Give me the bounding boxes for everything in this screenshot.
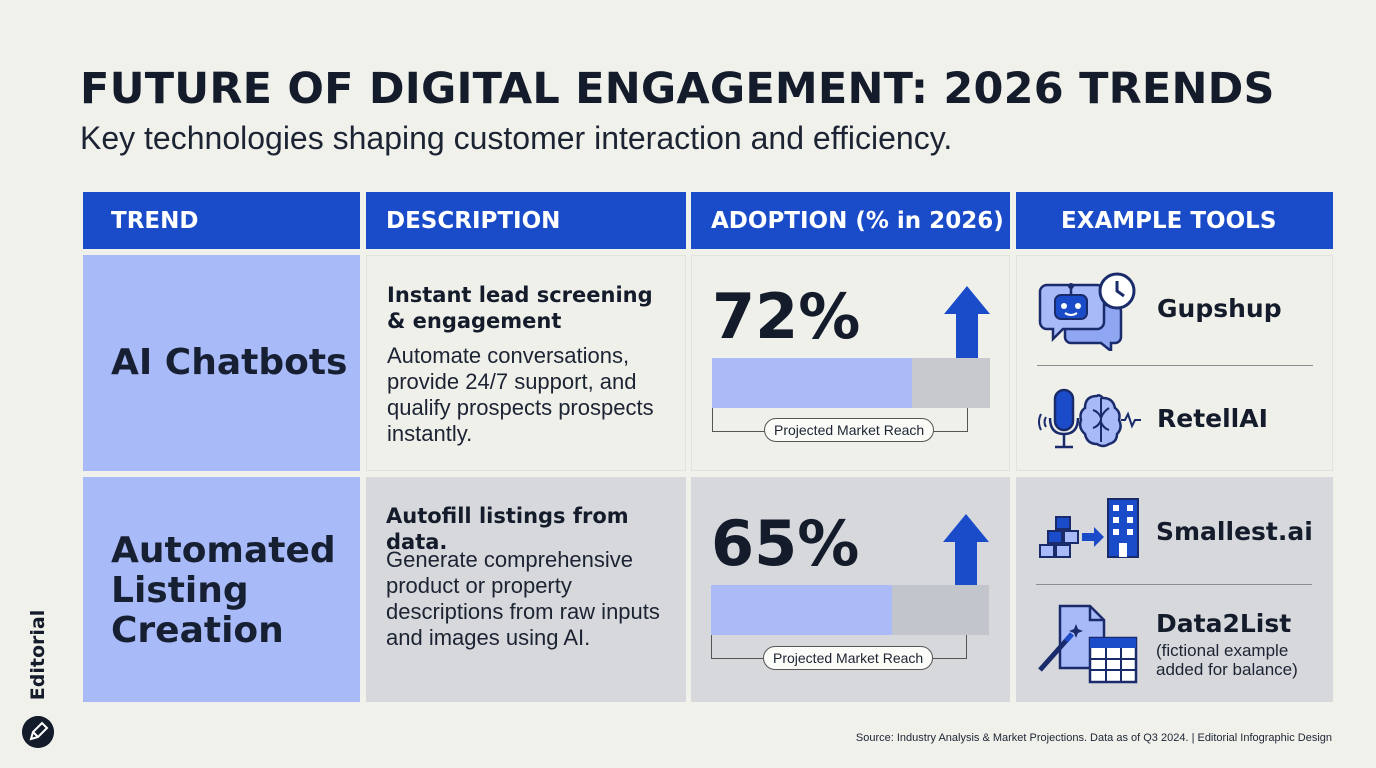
tool-name: Data2List xyxy=(1156,609,1292,638)
adoption-bar xyxy=(711,585,989,635)
description-cell: Instant lead screening & engagement Auto… xyxy=(366,255,686,471)
column-header-example-tools: EXAMPLE TOOLS xyxy=(1016,192,1333,249)
trend-cell: Automated Listing Creation xyxy=(83,477,360,702)
bar-caption: Projected Market Reach xyxy=(763,646,934,670)
tools-cell: Smallest.ai Data2List (fictional example… xyxy=(1016,477,1333,702)
chatbot-clock-icon xyxy=(1038,272,1136,351)
page-subtitle: Key technologies shaping customer intera… xyxy=(80,120,953,156)
tool-divider xyxy=(1037,365,1313,366)
page-title: FUTURE OF DIGITAL ENGAGEMENT: 2026 TREND… xyxy=(80,64,1275,114)
trend-cell: AI Chatbots xyxy=(83,255,360,471)
description-body: Generate comprehensive product or proper… xyxy=(386,547,660,650)
tool-name: Gupshup xyxy=(1157,294,1282,323)
adoption-percent: 72% xyxy=(712,280,861,353)
adoption-bar-fill xyxy=(712,358,913,408)
up-arrow-icon xyxy=(943,514,989,586)
adoption-cell: 72% Projected Market Reach xyxy=(691,255,1010,471)
tool-name: Smallest.ai xyxy=(1156,517,1313,546)
description-heading: Instant lead screening & engagement xyxy=(387,283,653,333)
adoption-bar-fill xyxy=(711,585,892,635)
source-footnote: Source: Industry Analysis & Market Proje… xyxy=(855,732,1332,744)
tools-cell: Gupshup RetellAI xyxy=(1016,255,1333,471)
adoption-bar xyxy=(712,358,990,408)
tool-divider xyxy=(1036,584,1312,585)
description-heading: Autofill listings from data. xyxy=(386,504,629,554)
tool-name: RetellAI xyxy=(1157,404,1268,433)
document-wand-table-icon xyxy=(1038,604,1138,684)
column-header-trend: TREND xyxy=(83,192,360,249)
brand-name: Editorial xyxy=(27,609,49,701)
description-cell: Autofill listings from data. Generate co… xyxy=(366,477,686,702)
up-arrow-icon xyxy=(944,286,990,358)
trend-name: AI Chatbots xyxy=(111,342,348,383)
microphone-brain-icon xyxy=(1038,388,1141,449)
bar-caption: Projected Market Reach xyxy=(764,418,935,442)
adoption-cell: 65% Projected Market Reach xyxy=(691,477,1010,702)
description-body: Automate conversations, provide 24/7 sup… xyxy=(387,343,654,446)
blocks-building-icon xyxy=(1039,498,1139,558)
trend-name: Automated Listing Creation xyxy=(111,530,336,651)
column-header-adoption: ADOPTION (% in 2026) xyxy=(691,192,1010,249)
editorial-logo-icon xyxy=(22,716,54,748)
adoption-percent: 65% xyxy=(711,507,860,580)
column-header-description: DESCRIPTION xyxy=(366,192,686,249)
tool-note: (fictional example added for balance) xyxy=(1156,641,1298,679)
